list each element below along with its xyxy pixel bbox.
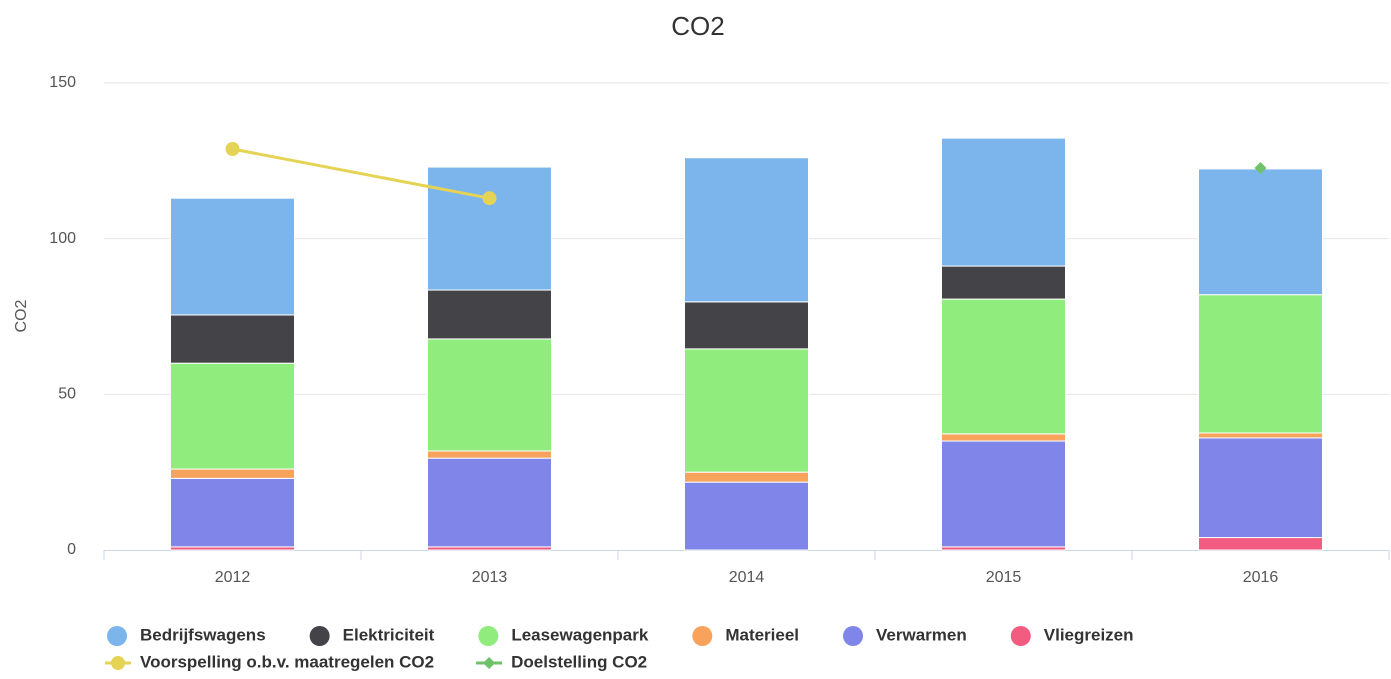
legend-label: Materieel — [725, 625, 799, 644]
legend-label: Verwarmen — [876, 625, 967, 644]
bar-segment — [684, 157, 809, 303]
bar-segment — [684, 301, 809, 350]
chart-title: CO2 — [671, 11, 724, 41]
y-tick-label: 0 — [67, 541, 76, 558]
legend-symbol — [478, 626, 499, 646]
legend-symbol — [309, 626, 330, 646]
bar-segment — [170, 468, 295, 479]
y-tick-label: 100 — [49, 230, 76, 247]
legend-symbol — [843, 626, 864, 646]
bar-segment — [170, 477, 295, 548]
line-marker — [111, 656, 125, 670]
bar-segment — [427, 450, 552, 459]
legend-symbol — [1010, 626, 1031, 646]
bar-segment — [941, 440, 1066, 548]
x-tick-label: 2015 — [986, 569, 1022, 586]
legend-symbol — [692, 626, 713, 646]
line-marker — [225, 142, 240, 157]
line — [232, 147, 490, 200]
bar-segment — [941, 298, 1066, 435]
bar-segment — [170, 197, 295, 316]
y-axis-label: CO2 — [13, 299, 30, 332]
bar-segment — [427, 457, 552, 548]
x-tick-label: 2016 — [1243, 569, 1279, 586]
bar-segment — [427, 166, 552, 291]
legend-label: Doelstelling CO2 — [511, 652, 647, 671]
x-tick-label: 2013 — [472, 569, 508, 586]
bar-segment — [1198, 294, 1323, 434]
y-tick-label: 150 — [49, 74, 76, 91]
y-tick-label: 50 — [58, 386, 76, 403]
bar-segment — [941, 265, 1066, 300]
line-marker — [1254, 161, 1267, 174]
x-tick-label: 2012 — [215, 569, 251, 586]
legend-label: Voorspelling o.b.v. maatregelen CO2 — [140, 652, 434, 671]
bar-segment — [170, 314, 295, 364]
bar-segment — [941, 137, 1066, 267]
legend-label: Vliegreizen — [1044, 625, 1134, 644]
x-tick-label: 2014 — [729, 569, 765, 586]
line-marker — [483, 657, 496, 669]
bar-segment — [941, 433, 1066, 442]
legend-label: Leasewagenpark — [511, 625, 649, 644]
bar-segment — [1198, 432, 1323, 439]
bar-segment — [427, 289, 552, 340]
legend-symbol — [107, 626, 127, 646]
bar-segment — [684, 348, 809, 473]
bar-segment — [1198, 437, 1323, 539]
legend-label: Elektriciteit — [343, 625, 435, 644]
bar-segment — [684, 471, 809, 483]
bar-segment — [684, 481, 809, 551]
bar-segment — [1198, 537, 1323, 551]
line-marker — [482, 191, 497, 206]
bar-segment — [427, 338, 552, 452]
bar-segment — [1198, 168, 1323, 296]
bar-segment — [170, 362, 295, 470]
legend-label: Bedrijfswagens — [140, 625, 266, 644]
